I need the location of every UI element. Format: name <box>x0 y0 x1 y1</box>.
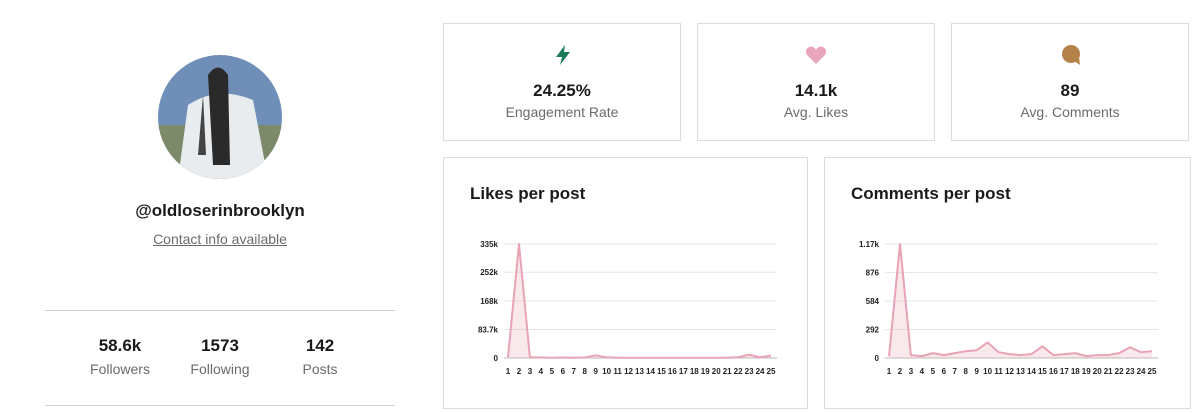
x-tick-label: 19 <box>1082 367 1091 376</box>
chart-card: Likes per post 0 83.7k 168k 252k 335k 1 2 3 4 5 6 7 8… <box>443 157 808 409</box>
x-tick-label: 13 <box>1016 367 1025 376</box>
x-tick-label: 1 <box>506 367 511 376</box>
x-tick-label: 7 <box>953 367 958 376</box>
x-tick-label: 16 <box>1049 367 1058 376</box>
x-tick-label: 19 <box>701 367 710 376</box>
line <box>507 243 772 359</box>
card-label: Engagement Rate <box>505 104 619 120</box>
handle: @oldloserinbrooklyn <box>135 201 305 220</box>
x-tick-label: 5 <box>931 367 936 376</box>
divider <box>45 310 395 311</box>
y-tick-label: 0 <box>875 354 880 363</box>
stat-value: 58.6k <box>98 336 142 355</box>
y-tick-label: 584 <box>866 297 880 306</box>
x-tick-label: 9 <box>974 367 979 376</box>
x-tick-label: 9 <box>593 367 598 376</box>
y-tick-label: 168k <box>480 297 498 306</box>
stat-label: Posts <box>302 361 338 377</box>
x-tick-label: 6 <box>561 367 566 376</box>
x-tick-label: 24 <box>1137 367 1146 376</box>
x-tick-label: 18 <box>1071 367 1080 376</box>
x-tick-label: 6 <box>942 367 947 376</box>
x-tick-label: 15 <box>1038 367 1047 376</box>
comment-icon <box>1062 45 1080 65</box>
x-tick-label: 2 <box>898 367 903 376</box>
stat-card: 14.1k Avg. Likes <box>697 23 935 141</box>
x-tick-label: 12 <box>1005 367 1014 376</box>
x-tick-label: 17 <box>1060 367 1069 376</box>
x-tick-label: 21 <box>723 367 732 376</box>
y-tick-label: 83.7k <box>478 326 499 335</box>
stat-label: Followers <box>90 361 150 377</box>
stat-card: 89 Avg. Comments <box>951 23 1189 141</box>
x-tick-label: 14 <box>1027 367 1036 376</box>
line <box>888 243 1153 358</box>
y-tick-label: 252k <box>480 268 498 277</box>
x-tick-label: 10 <box>983 367 992 376</box>
stat-label: Following <box>190 361 250 377</box>
stat-value: 1573 <box>201 336 239 355</box>
card-value: 14.1k <box>794 81 838 100</box>
card-label: Avg. Comments <box>1020 104 1120 120</box>
avatar[interactable] <box>158 55 282 179</box>
x-tick-label: 8 <box>582 367 587 376</box>
stat: 142 Posts <box>270 336 370 377</box>
x-tick-label: 25 <box>1148 367 1157 376</box>
x-tick-label: 4 <box>539 367 544 376</box>
card-label: Avg. Likes <box>783 104 849 120</box>
x-tick-label: 22 <box>734 367 743 376</box>
chart-title: Comments per post <box>851 184 1011 203</box>
x-tick-label: 2 <box>517 367 522 376</box>
x-tick-label: 23 <box>745 367 754 376</box>
x-tick-label: 13 <box>635 367 644 376</box>
chart-title: Likes per post <box>470 184 586 203</box>
x-tick-label: 22 <box>1115 367 1124 376</box>
x-tick-label: 16 <box>668 367 677 376</box>
x-tick-label: 12 <box>624 367 633 376</box>
x-tick-label: 18 <box>690 367 699 376</box>
bolt-icon <box>556 45 570 65</box>
x-tick-label: 5 <box>550 367 555 376</box>
stat-card: 24.25% Engagement Rate <box>443 23 681 141</box>
x-tick-label: 10 <box>602 367 611 376</box>
x-tick-label: 11 <box>994 367 1003 376</box>
x-tick-label: 15 <box>657 367 666 376</box>
x-tick-label: 20 <box>712 367 721 376</box>
x-tick-label: 23 <box>1126 367 1135 376</box>
x-tick-label: 3 <box>528 367 533 376</box>
divider <box>45 405 395 406</box>
y-tick-label: 1.17k <box>859 240 880 249</box>
x-tick-label: 20 <box>1093 367 1102 376</box>
y-tick-label: 292 <box>866 326 880 335</box>
x-tick-label: 25 <box>767 367 776 376</box>
card-value: 24.25% <box>533 81 591 100</box>
x-tick-label: 7 <box>572 367 577 376</box>
x-tick-label: 3 <box>909 367 914 376</box>
x-tick-label: 17 <box>679 367 688 376</box>
x-tick-label: 11 <box>613 367 622 376</box>
x-tick-label: 21 <box>1104 367 1113 376</box>
stat: 1573 Following <box>170 336 270 377</box>
x-tick-label: 4 <box>920 367 925 376</box>
x-tick-label: 8 <box>963 367 968 376</box>
y-tick-label: 876 <box>866 269 880 278</box>
stat-value: 142 <box>305 336 335 355</box>
stat: 58.6k Followers <box>70 336 170 377</box>
card-value: 89 <box>1060 81 1080 100</box>
heart-icon <box>805 46 827 64</box>
contact-link[interactable]: Contact info available <box>153 231 287 247</box>
x-tick-label: 1 <box>887 367 892 376</box>
x-tick-label: 14 <box>646 367 655 376</box>
x-tick-label: 24 <box>756 367 765 376</box>
y-tick-label: 335k <box>480 240 498 249</box>
y-tick-label: 0 <box>494 354 499 363</box>
chart-card: Comments per post 0 292 584 876 1.17k 1 2 3 4 5 6 7 8… <box>824 157 1191 409</box>
